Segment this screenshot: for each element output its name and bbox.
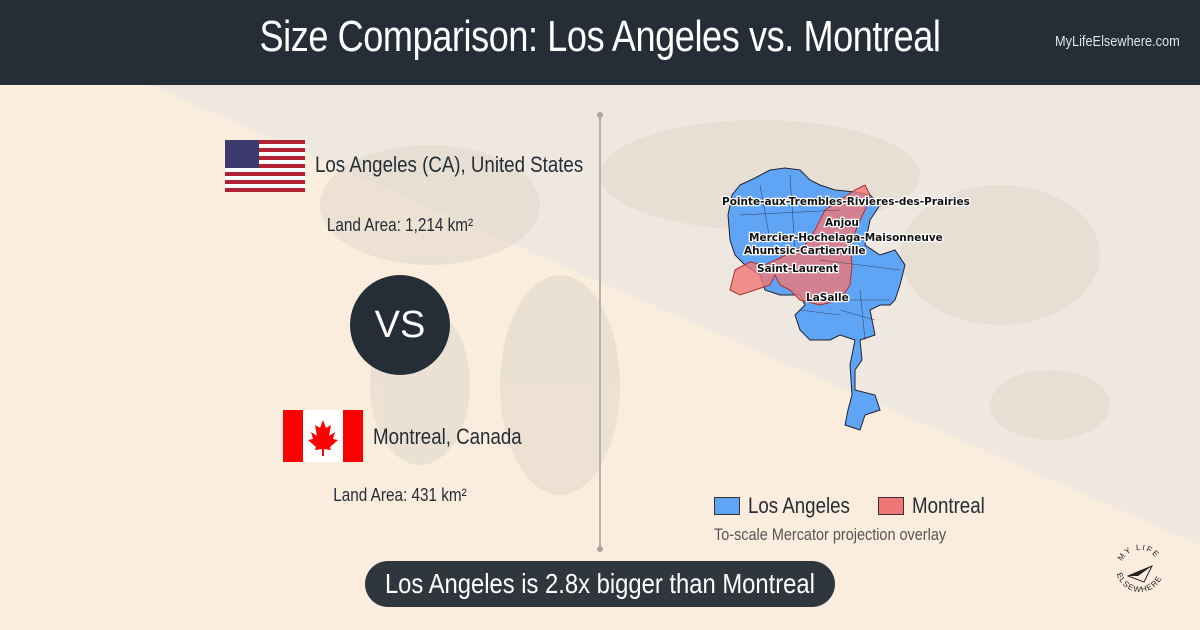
legend-label-montreal: Montreal xyxy=(911,493,985,518)
vs-text: VS xyxy=(374,303,426,346)
legend: Los Angeles Montreal xyxy=(714,493,997,519)
us-flag-icon xyxy=(225,140,305,192)
city2-name: Montreal, Canada xyxy=(373,424,522,449)
city2-area: Land Area: 431 km² xyxy=(333,485,467,505)
summary-text: Los Angeles is 2.8x bigger than Montreal xyxy=(385,568,815,599)
montreal-shape xyxy=(729,184,871,306)
map-label: Pointe-aux-Trembles-Rivieres-des-Prairie… xyxy=(722,196,970,208)
summary-banner: Los Angeles is 2.8x bigger than Montreal xyxy=(365,561,835,607)
divider-dot xyxy=(597,112,603,118)
map-label: Mercier-Hochelaga-Maisonneuve xyxy=(749,232,943,244)
site-link[interactable]: MyLifeElsewhere.com xyxy=(1055,33,1180,50)
divider xyxy=(599,115,601,550)
legend-swatch-la xyxy=(714,497,740,515)
map-caption: To-scale Mercator projection overlay xyxy=(714,525,947,544)
city1-area: Land Area: 1,214 km² xyxy=(326,215,474,235)
map-label: Ahuntsic-Cartierville xyxy=(744,245,866,257)
header: Size Comparison: Los Angeles vs. Montrea… xyxy=(0,0,1200,85)
city1-name: Los Angeles (CA), United States xyxy=(315,152,584,177)
map-label: Anjou xyxy=(825,217,859,229)
svg-text:MY LIFE: MY LIFE xyxy=(1116,543,1162,563)
vs-badge: VS xyxy=(350,275,450,375)
my-life-elsewhere-logo: MY LIFE ELSEWHERE xyxy=(1115,543,1163,594)
world-map-background xyxy=(0,85,1200,630)
map-label: LaSalle xyxy=(806,292,849,304)
legend-label-la: Los Angeles xyxy=(748,493,850,518)
map-label: Saint-Laurent xyxy=(757,263,838,275)
canada-flag-icon xyxy=(283,410,363,462)
page-title: Size Comparison: Los Angeles vs. Montrea… xyxy=(259,12,941,61)
divider-dot xyxy=(597,546,603,552)
legend-swatch-montreal xyxy=(877,497,904,515)
